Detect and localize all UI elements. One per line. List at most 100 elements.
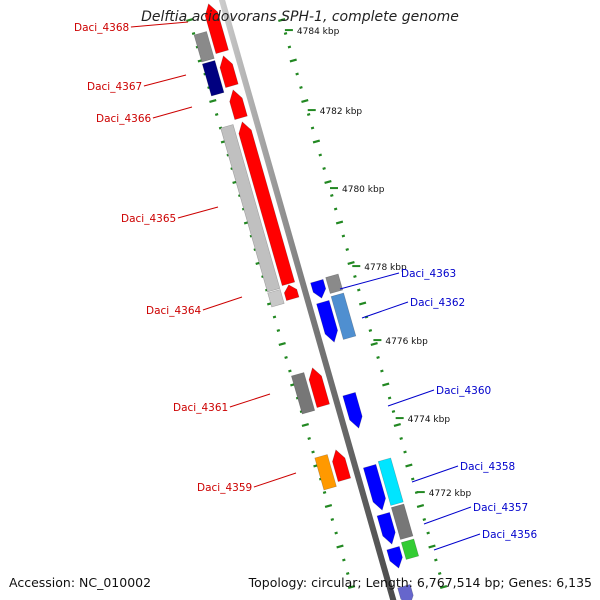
scale-tick-label: 4772 kbp [429,489,472,499]
gc-skew-tick [335,220,344,225]
gc-skew-tick [399,437,403,440]
gene-reverse-box [400,538,420,560]
gc-skew-tick [403,450,407,454]
gc-skew-tick [295,72,299,76]
gene-forward-box [314,454,337,491]
gene-reverse-arrow [376,512,396,545]
forward-gene-label: Daci_4364 [146,305,202,317]
gc-skew-tick [382,382,390,387]
gc-skew-tick [426,531,430,535]
map-title: Delftia acidovorans SPH-1, complete geno… [141,9,459,25]
gene-forward-arrow [219,55,239,88]
forward-gene-label: Daci_4367 [87,81,142,93]
forward-gene-label: Daci_4359 [197,482,252,494]
gc-skew-tick [347,584,356,590]
gc-skew-tick [209,98,217,104]
reverse-gene-label: Daci_4360 [436,385,491,397]
forward-gene-label: Daci_4365 [121,213,176,225]
gc-skew-tick [312,139,321,144]
gc-skew-tick [342,558,346,562]
gc-skew-tick [301,98,309,104]
gene-forward-box [220,124,281,293]
reverse-gene-label: Daci_4358 [460,461,515,473]
gc-skew-tick [376,356,380,359]
gc-skew-tick [218,126,223,130]
gc-skew-tick [289,58,297,63]
forward-leader-line [202,296,243,311]
gene-reverse-arrow [310,279,327,299]
backbone-bar [218,0,397,600]
forward-leader-line [130,21,189,28]
gene-forward-box [291,372,316,415]
gc-skew-tick [345,248,349,251]
gc-skew-tick [387,396,392,400]
gc-skew-tick [278,341,286,347]
forward-gene-label: Daci_4368 [74,22,129,34]
gene-forward-arrow [238,121,296,286]
gc-skew-tick [191,32,196,35]
reverse-gene-label: Daci_4356 [482,529,538,541]
reverse-leader-line [433,533,481,551]
topology-text: Topology: circular; Length: 6,767,514 bp… [248,575,592,590]
reverse-leader-line [387,389,435,407]
reverse-leader-line [339,272,400,290]
scale-tick-label: 4780 kbp [342,185,385,195]
gc-skew-tick [341,234,346,238]
reverse-leader-line [361,301,409,319]
forward-leader-line [152,106,193,119]
forward-leader-line [143,74,187,87]
gc-skew-tick [353,275,357,278]
gc-skew-tick [358,301,367,306]
gene-reverse-arrow [386,546,403,569]
gc-skew-tick [391,410,396,413]
gc-skew-tick [422,518,427,521]
gc-skew-tick [283,32,288,35]
gc-skew-tick [330,518,335,521]
gc-skew-tick [334,531,338,535]
gc-skew-tick [434,558,438,562]
gc-skew-tick [284,356,288,359]
gc-skew-tick [299,86,303,89]
gene-forward-arrow [332,449,352,482]
gc-skew-tick [324,179,332,185]
gc-skew-tick [310,126,315,130]
gc-skew-tick [288,369,292,373]
gc-skew-tick [368,329,373,332]
gene-reverse-arrow [316,300,338,343]
scale-tick-label: 4776 kbp [385,337,428,347]
gc-skew-tick [439,584,448,590]
gc-skew-tick [333,207,338,211]
reverse-leader-line [411,465,459,483]
gc-skew-tick [318,153,322,157]
scale-tick-label: 4774 kbp [408,415,451,425]
gc-skew-tick [311,450,315,454]
scale-track: 4784 kbp 4782 kbp 4780 kbp 4778 kbp 4776 kbp… [284,27,472,499]
gene-reverse-arrow [363,464,386,511]
reverse-gene-label: Daci_4363 [401,268,456,280]
gc-skew-tick [278,17,286,23]
gc-skew-tick [347,260,355,266]
forward-gene-label: Daci_4361 [173,402,228,414]
gene-forward-arrow [308,367,330,408]
forward-leader-line [229,393,271,408]
gene-forward-arrow [204,3,229,54]
gc-skew-tick [324,503,333,509]
forward-leader-line [253,472,297,488]
gc-skew-tick [393,422,401,428]
gc-skew-tick [357,288,361,292]
gc-skew-tick [345,572,350,575]
gene-tracks [193,3,420,600]
forward-gene-label: Daci_4366 [96,113,152,125]
backbone-track [218,0,397,600]
gc-skew-tick [410,477,415,481]
gc-skew-tick [186,17,194,23]
gc-skew-tick [330,194,334,197]
scale-tick-label: 4782 kbp [320,107,363,117]
gc-skew-tick [370,341,378,347]
gene-forward-arrow [283,284,300,301]
scale-tick-label: 4778 kbp [364,263,407,273]
reverse-leader-line [423,506,472,525]
gc-skew-tick [322,491,327,494]
gc-skew-track [186,17,448,590]
